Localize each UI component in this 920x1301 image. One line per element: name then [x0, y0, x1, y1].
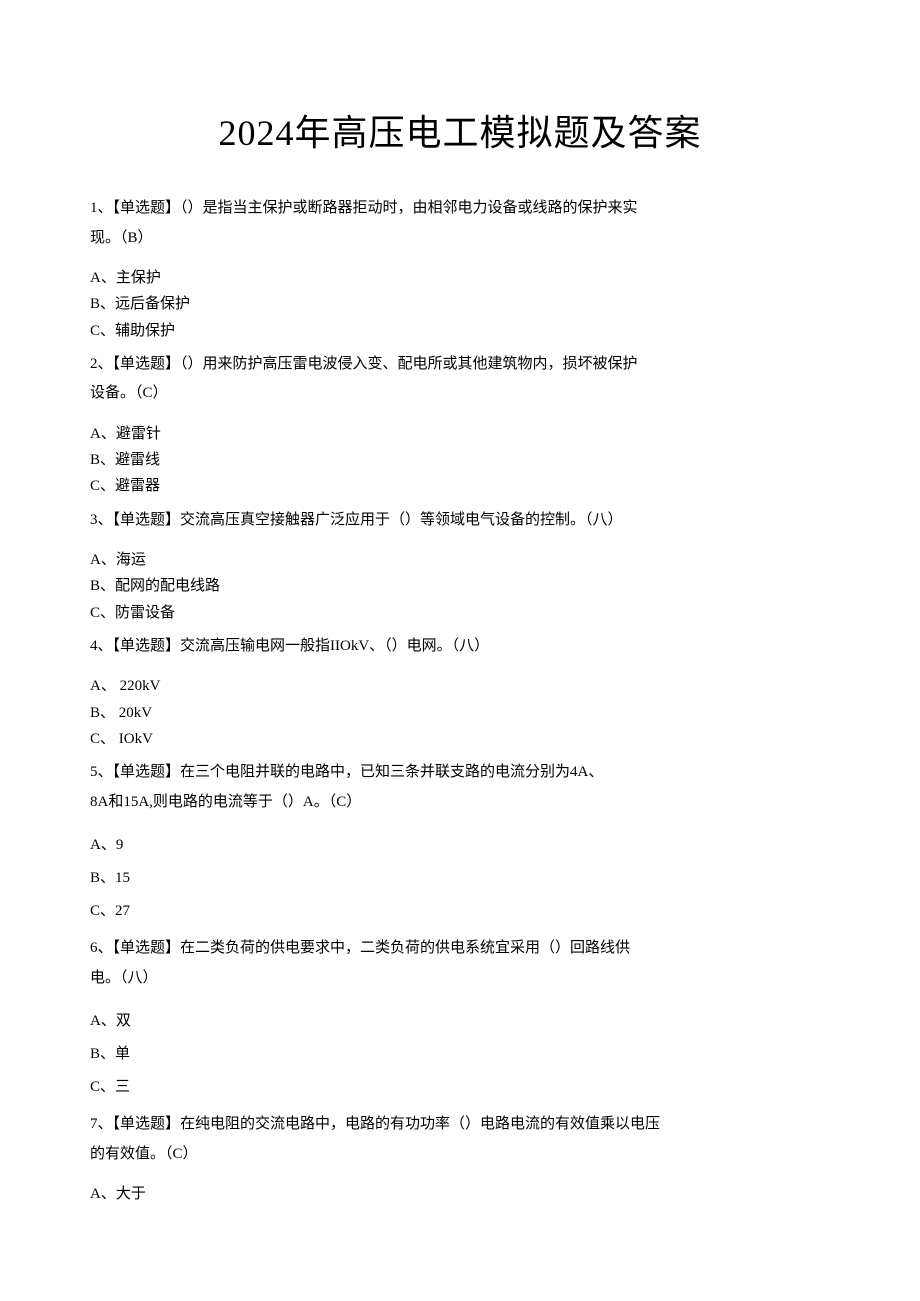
question-block: 2、【单选题】（）用来防护高压雷电波侵入变、配电所或其他建筑物内，损坏被保护设备… [90, 352, 830, 500]
page-title: 2024年高压电工模拟题及答案 [90, 104, 830, 156]
question-option: B、单 [90, 1038, 830, 1071]
question-option: B、配网的配电线路 [90, 573, 830, 599]
question-option: A、9 [90, 829, 830, 862]
question-option: A、主保护 [90, 265, 830, 291]
question-block: 4、【单选题】交流高压输电网一般指IIOkV、（）电网。（八） A、 220kVB… [90, 634, 830, 752]
question-stem-line: 4、【单选题】交流高压输电网一般指IIOkV、（）电网。（八） [90, 634, 830, 660]
question-options: A、双B、单C、三 [90, 1005, 830, 1104]
question-option: A、海运 [90, 547, 830, 573]
question-stem-line: 现。（B） [90, 226, 830, 252]
question-option: A、避雷针 [90, 421, 830, 447]
question-stem-line: 6、【单选题】在二类负荷的供电要求中，二类负荷的供电系统宜采用（）回路线供 [90, 936, 830, 962]
question-option: A、 220kV [90, 673, 830, 699]
question-options: A、大于 [90, 1181, 830, 1207]
question-block: 3、【单选题】交流高压真空接触器广泛应用于（）等领域电气设备的控制。（八） A、海… [90, 508, 830, 626]
question-option: B、 20kV [90, 700, 830, 726]
question-stem-line: 3、【单选题】交流高压真空接触器广泛应用于（）等领域电气设备的控制。（八） [90, 508, 830, 534]
question-stem-line: 2、【单选题】（）用来防护高压雷电波侵入变、配电所或其他建筑物内，损坏被保护 [90, 352, 830, 378]
question-option: B、15 [90, 862, 830, 895]
question-option: B、远后备保护 [90, 291, 830, 317]
question-block: 1、【单选题】（）是指当主保护或断路器拒动时，由相邻电力设备或线路的保护来实现。… [90, 196, 830, 344]
question-stem-line: 1、【单选题】（）是指当主保护或断路器拒动时，由相邻电力设备或线路的保护来实 [90, 196, 830, 222]
questions-container: 1、【单选题】（）是指当主保护或断路器拒动时，由相邻电力设备或线路的保护来实现。… [90, 196, 830, 1207]
question-options: A、9B、15C、27 [90, 829, 830, 928]
question-option: C、27 [90, 895, 830, 928]
question-stem-line: 电。（八） [90, 966, 830, 992]
question-stem-line: 的有效值。（C） [90, 1142, 830, 1168]
question-option: A、双 [90, 1005, 830, 1038]
question-stem-line: 8A和15A,则电路的电流等于（）A。（C） [90, 790, 830, 816]
question-options: A、避雷针B、避雷线C、避雷器 [90, 421, 830, 500]
question-option: A、大于 [90, 1181, 830, 1207]
question-block: 7、【单选题】在纯电阻的交流电路中，电路的有功功率（）电路电流的有效值乘以电压的… [90, 1112, 830, 1207]
question-block: 6、【单选题】在二类负荷的供电要求中，二类负荷的供电系统宜采用（）回路线供电。（… [90, 936, 830, 1104]
question-option: C、辅助保护 [90, 318, 830, 344]
question-options: A、海运B、配网的配电线路C、防雷设备 [90, 547, 830, 626]
question-block: 5、【单选题】在三个电阻并联的电路中，已知三条并联支路的电流分别为4A、 8A和1… [90, 760, 830, 928]
question-option: B、避雷线 [90, 447, 830, 473]
document-page: 2024年高压电工模拟题及答案 1、【单选题】（）是指当主保护或断路器拒动时，由… [0, 0, 920, 1301]
question-option: C、避雷器 [90, 473, 830, 499]
question-option: C、防雷设备 [90, 600, 830, 626]
question-option: C、三 [90, 1071, 830, 1104]
question-option: C、 IOkV [90, 726, 830, 752]
question-options: A、主保护B、远后备保护C、辅助保护 [90, 265, 830, 344]
question-stem-line: 5、【单选题】在三个电阻并联的电路中，已知三条并联支路的电流分别为4A、 [90, 760, 830, 786]
question-stem-line: 设备。（C） [90, 381, 830, 407]
question-options: A、 220kVB、 20kVC、 IOkV [90, 673, 830, 752]
question-stem-line: 7、【单选题】在纯电阻的交流电路中，电路的有功功率（）电路电流的有效值乘以电压 [90, 1112, 830, 1138]
